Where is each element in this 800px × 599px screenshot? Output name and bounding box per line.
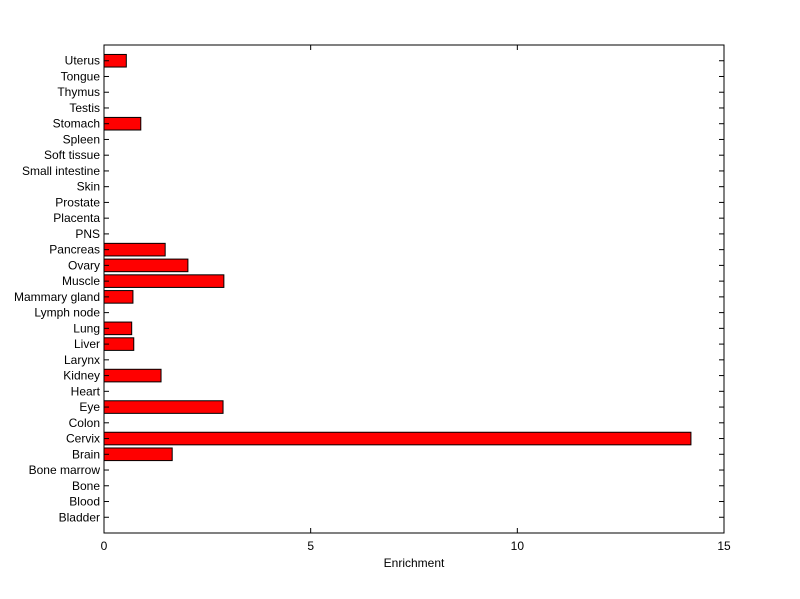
y-tick-label: Heart [71, 384, 101, 398]
y-tick-label: Liver [74, 337, 100, 351]
y-tick-label: Cervix [66, 432, 100, 446]
bar-stomach [103, 116, 142, 131]
bar-pancreas [103, 242, 166, 257]
y-tick-label: Lymph node [34, 306, 100, 320]
y-tick-label: Placenta [53, 211, 100, 225]
y-tick-label: Mammary gland [14, 290, 100, 304]
y-tick-label: Muscle [62, 274, 100, 288]
y-tick-label: Bone marrow [29, 463, 101, 477]
y-tick-label: Brain [72, 447, 100, 461]
y-tick-label: Eye [79, 400, 100, 414]
y-tick-label: Colon [69, 416, 100, 430]
x-axis-label: Enrichment [384, 556, 445, 570]
y-tick-label: Kidney [63, 369, 100, 383]
y-tick-label: Small intestine [22, 164, 100, 178]
y-tick-label: Soft tissue [44, 148, 100, 162]
y-tick-label: Uterus [65, 54, 100, 68]
y-tick-label: Thymus [57, 85, 100, 99]
bar-brain [103, 447, 173, 462]
x-tick-label: 15 [717, 539, 731, 553]
bar-cervix [103, 431, 692, 446]
y-tick-label: Bone [72, 479, 100, 493]
x-tick-label: 10 [511, 539, 525, 553]
y-tick-label: Lung [73, 321, 100, 335]
y-tick-label: Tongue [61, 69, 101, 83]
y-tick-label: Ovary [68, 258, 100, 272]
y-tick-label: Testis [69, 101, 100, 115]
y-tick-label: Skin [77, 180, 100, 194]
y-tick-label: Stomach [53, 117, 100, 131]
bar-eye [103, 400, 224, 414]
y-tick-label: Spleen [63, 132, 100, 146]
y-tick-label: Larynx [64, 353, 100, 367]
x-tick-label: 5 [307, 539, 314, 553]
y-tick-label: PNS [75, 227, 100, 241]
y-tick-label: Prostate [55, 195, 100, 209]
bar-ovary [103, 258, 189, 273]
ticks [103, 45, 725, 533]
y-tick-label: Pancreas [49, 243, 100, 257]
y-tick-label: Bladder [59, 510, 100, 524]
y-tick-label: Blood [69, 495, 100, 509]
bar-muscle [103, 274, 225, 288]
plot-frame [103, 44, 725, 534]
bar-kidney [103, 368, 162, 383]
x-tick-label: 0 [101, 539, 108, 553]
